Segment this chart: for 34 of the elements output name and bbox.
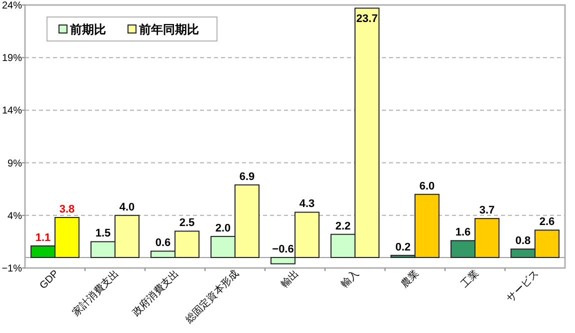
x-tick-label: 工業 [458,268,482,290]
legend-label: 前年同期比 [138,22,199,36]
data-label: 6.9 [239,170,255,183]
y-tick-label: 19% [2,53,22,64]
data-label: 2.0 [215,222,231,234]
data-label: 2.5 [179,217,195,230]
data-label: 4.0 [119,201,135,214]
data-label: 2.2 [335,220,351,232]
y-tick-label: −1% [2,264,22,274]
y-tick-label: 24% [2,0,22,12]
data-label: 6.0 [419,180,435,192]
data-label: 2.6 [539,216,555,228]
data-label: 1.1 [35,232,51,244]
legend-label: 前期比 [69,22,106,36]
x-tick-label: 輸出 [278,268,302,290]
x-tick-label: 総固定資本形成 [182,268,242,326]
data-label: 23.7 [356,13,378,26]
data-label: 1.6 [455,226,471,239]
data-label: 0.6 [155,237,171,250]
data-label: 3.7 [479,204,495,217]
x-tick-label: 輸入 [338,268,362,290]
x-tick-label: 家計消費支出 [70,268,122,319]
x-tick-label: サービス [505,268,542,304]
y-tick-label: 14% [2,106,22,117]
data-label: 0.8 [515,235,531,248]
x-tick-label: 農業 [398,268,422,290]
x-tick-label: 政府消費支出 [130,268,182,319]
data-label: 3.8 [59,204,75,216]
data-label: 0.2 [395,241,411,254]
data-label: −0.6 [272,243,294,256]
y-tick-label: 4% [8,210,22,222]
data-label: 1.5 [95,228,111,240]
y-tick-label: 9% [8,158,22,170]
data-label: 4.3 [299,198,315,210]
